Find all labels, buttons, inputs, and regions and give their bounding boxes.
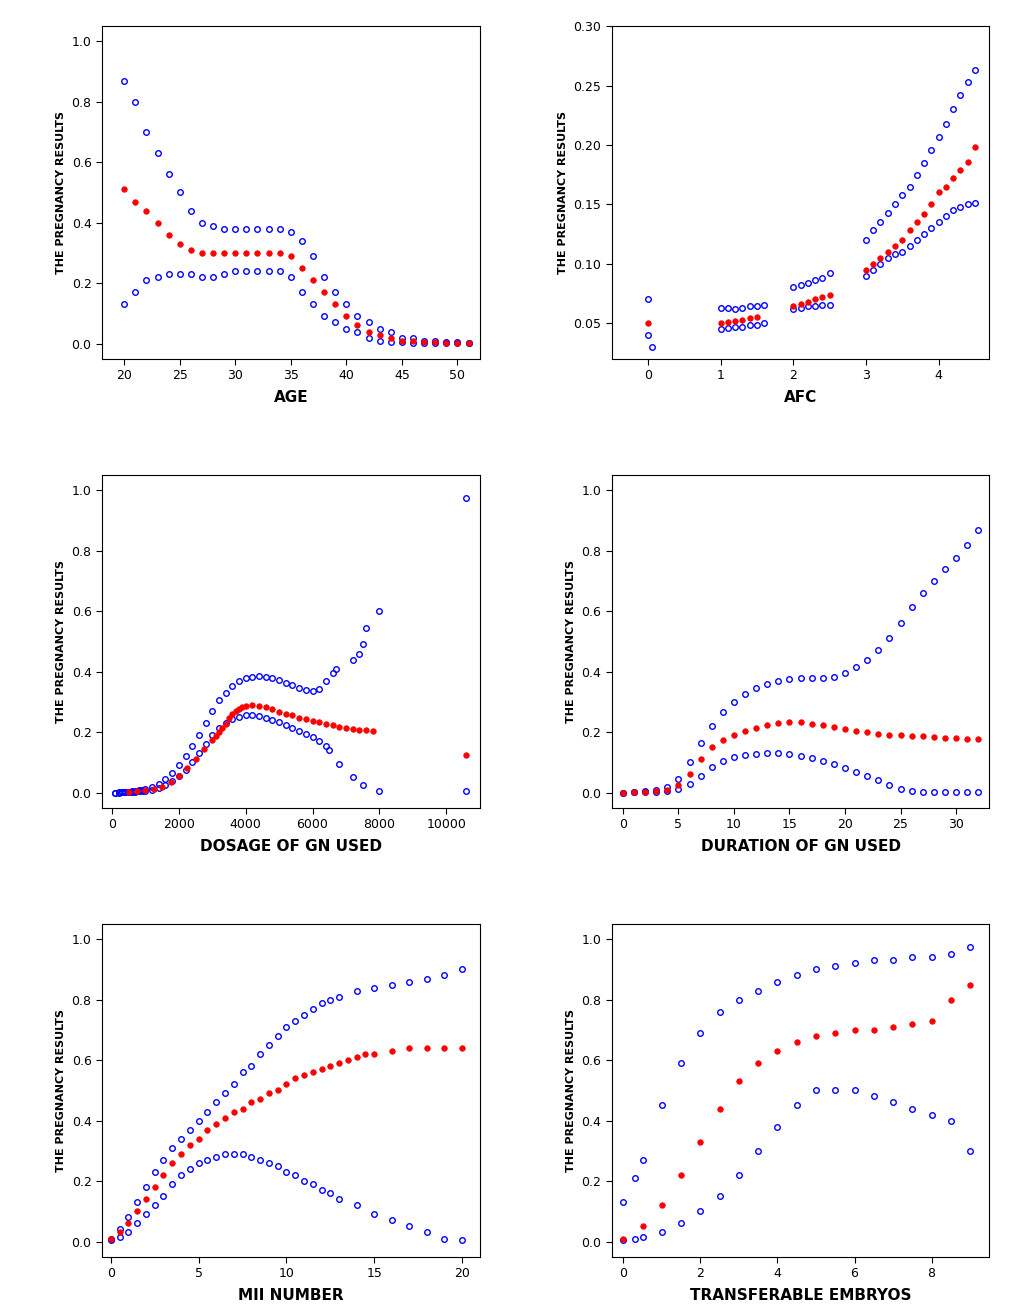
Y-axis label: THE PREGNANCY RESULTS: THE PREGNANCY RESULTS <box>56 111 66 274</box>
X-axis label: AFC: AFC <box>784 390 816 406</box>
X-axis label: AGE: AGE <box>273 390 308 406</box>
Y-axis label: THE PREGNANCY RESULTS: THE PREGNANCY RESULTS <box>566 1009 576 1172</box>
X-axis label: TRANSFERABLE EMBRYOS: TRANSFERABLE EMBRYOS <box>689 1288 910 1304</box>
Y-axis label: THE PREGNANCY RESULTS: THE PREGNANCY RESULTS <box>56 1009 66 1172</box>
Y-axis label: THE PREGNANCY RESULTS: THE PREGNANCY RESULTS <box>557 111 568 274</box>
X-axis label: DURATION OF GN USED: DURATION OF GN USED <box>700 839 900 855</box>
Y-axis label: THE PREGNANCY RESULTS: THE PREGNANCY RESULTS <box>566 560 576 723</box>
X-axis label: MII NUMBER: MII NUMBER <box>237 1288 343 1304</box>
Y-axis label: THE PREGNANCY RESULTS: THE PREGNANCY RESULTS <box>56 560 66 723</box>
X-axis label: DOSAGE OF GN USED: DOSAGE OF GN USED <box>200 839 381 855</box>
